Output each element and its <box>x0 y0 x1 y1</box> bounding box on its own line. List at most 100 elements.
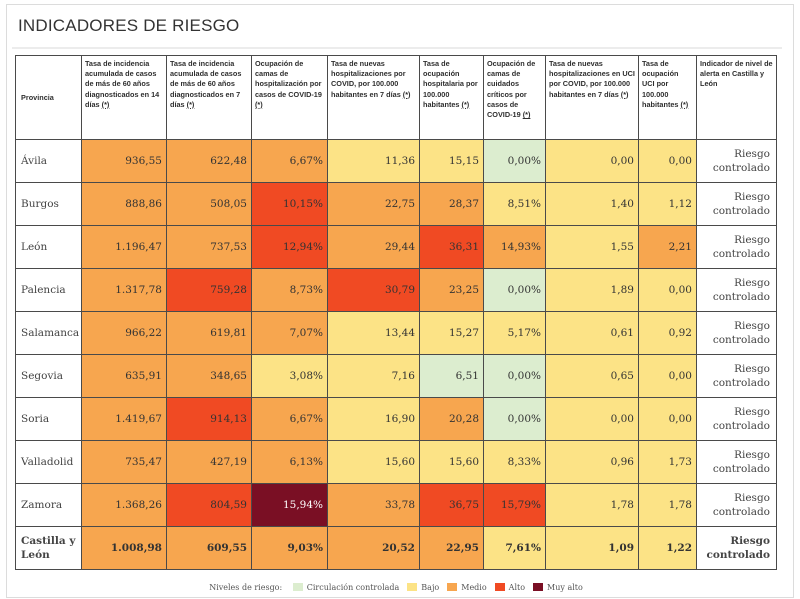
indicator-cell: 1,73 <box>638 440 697 484</box>
indicator-cell: 15,60 <box>419 440 484 484</box>
indicator-cell: 2,21 <box>638 225 697 269</box>
risk-legend: Niveles de riesgo: Circulación controlad… <box>0 583 800 592</box>
indicator-cell: 1.368,26 <box>81 483 167 527</box>
indicator-cell: 914,13 <box>166 397 252 441</box>
alert-level-cell: Riesgo controlado <box>696 182 777 226</box>
provincia-cell: Palencia <box>15 268 82 312</box>
page-title: INDICADORES DE RIESGO <box>18 16 240 35</box>
info-link[interactable]: (*) <box>402 89 411 99</box>
provincia-cell: Ávila <box>15 139 82 183</box>
indicator-cell: 1,89 <box>545 268 639 312</box>
indicator-cell: 1,09 <box>545 526 639 570</box>
table-row: León 1.196,47 737,53 12,94% 29,44 36,31 14,93%… <box>15 225 777 269</box>
indicator-cell: 508,05 <box>166 182 252 226</box>
alert-level-cell: Riesgo controlado <box>696 440 777 484</box>
info-link[interactable]: (*) <box>522 110 531 120</box>
indicator-cell: 15,15 <box>419 139 484 183</box>
provincia-cell: Burgos <box>15 182 82 226</box>
indicator-cell: 6,67% <box>251 139 328 183</box>
indicator-cell: 6,67% <box>251 397 328 441</box>
alert-level-cell: Riesgo controlado <box>696 139 777 183</box>
legend-title: Niveles de riesgo: <box>209 583 283 592</box>
risk-indicators-table: Provincia Tasa de incidencia acumulada d… <box>15 55 777 570</box>
provincia-cell: Valladolid <box>15 440 82 484</box>
legend-item: Medio <box>447 583 487 592</box>
indicator-cell: 635,91 <box>81 354 167 398</box>
provincia-cell: León <box>15 225 82 269</box>
indicator-cell: 0,96 <box>545 440 639 484</box>
info-link[interactable]: (*) <box>186 99 195 109</box>
indicator-cell: 14,93% <box>483 225 546 269</box>
indicator-cell: 0,00% <box>483 397 546 441</box>
indicator-cell: 29,44 <box>327 225 420 269</box>
indicator-cell: 13,44 <box>327 311 420 355</box>
table-header-row: Provincia Tasa de incidencia acumulada d… <box>15 55 777 140</box>
indicator-cell: 10,15% <box>251 182 328 226</box>
indicator-cell: 622,48 <box>166 139 252 183</box>
indicator-cell: 0,00 <box>545 139 639 183</box>
table-row: Ávila 936,55 622,48 6,67% 11,36 15,15 0,00% 0,0… <box>15 139 777 183</box>
legend-label: Medio <box>461 583 487 592</box>
indicator-cell: 0,00 <box>638 397 697 441</box>
header-incidencia-7-dias: Tasa de incidencia acumulada de casos de… <box>166 55 252 140</box>
header-nuevas-hospitalizaciones: Tasa de nuevas hospitalizaciones por COV… <box>327 55 420 140</box>
indicator-cell: 619,81 <box>166 311 252 355</box>
indicator-cell: 15,60 <box>327 440 420 484</box>
legend-swatch <box>292 583 303 591</box>
table-row: Segovia 635,91 348,65 3,08% 7,16 6,51 0,00% 0,6… <box>15 354 777 398</box>
indicator-cell: 15,27 <box>419 311 484 355</box>
provincia-cell: Zamora <box>15 483 82 527</box>
alert-level-cell: Riesgo controlado <box>696 268 777 312</box>
indicator-cell: 1,22 <box>638 526 697 570</box>
indicator-cell: 9,03% <box>251 526 328 570</box>
indicator-cell: 30,79 <box>327 268 420 312</box>
info-link[interactable]: (*) <box>461 99 470 109</box>
legend-swatch <box>447 583 458 591</box>
indicator-cell: 0,00 <box>638 268 697 312</box>
alert-level-cell: Riesgo controlado <box>696 225 777 269</box>
indicator-cell: 22,95 <box>419 526 484 570</box>
title-divider <box>12 47 782 49</box>
indicator-cell: 0,00% <box>483 354 546 398</box>
info-link[interactable]: (*) <box>101 99 110 109</box>
indicator-cell: 8,73% <box>251 268 328 312</box>
indicator-cell: 0,92 <box>638 311 697 355</box>
legend-label: Muy alto <box>547 583 583 592</box>
legend-item: Alto <box>494 583 525 592</box>
table-row-total: Castilla y León 1.008,98 609,55 9,03% 20,52 2… <box>15 526 777 570</box>
header-cuidados-criticos: Ocupación de camas de cuidados críticos … <box>483 55 546 140</box>
indicator-cell: 966,22 <box>81 311 167 355</box>
alert-level-cell: Riesgo controlado <box>696 397 777 441</box>
indicator-cell: 759,28 <box>166 268 252 312</box>
info-link[interactable]: (*) <box>680 99 689 109</box>
indicator-cell: 1,40 <box>545 182 639 226</box>
indicator-cell: 7,16 <box>327 354 420 398</box>
indicator-cell: 8,33% <box>483 440 546 484</box>
indicator-cell: 15,79% <box>483 483 546 527</box>
alert-level-cell: Riesgo controlado <box>696 354 777 398</box>
indicator-cell: 1,78 <box>638 483 697 527</box>
indicator-cell: 28,37 <box>419 182 484 226</box>
table-row: Burgos 888,86 508,05 10,15% 22,75 28,37 8,51% 1… <box>15 182 777 226</box>
indicator-cell: 23,25 <box>419 268 484 312</box>
info-link[interactable]: (*) <box>255 99 263 109</box>
indicator-cell: 735,47 <box>81 440 167 484</box>
indicator-cell: 33,78 <box>327 483 420 527</box>
indicator-cell: 15,94% <box>251 483 328 527</box>
legend-label: Bajo <box>421 583 440 592</box>
legend-item: Bajo <box>407 583 439 592</box>
indicator-cell: 7,61% <box>483 526 546 570</box>
indicator-cell: 36,31 <box>419 225 484 269</box>
indicator-cell: 22,75 <box>327 182 420 226</box>
info-link[interactable]: (*) <box>620 89 629 99</box>
indicator-cell: 936,55 <box>81 139 167 183</box>
indicator-cell: 348,65 <box>166 354 252 398</box>
alert-level-cell: Riesgo controlado <box>696 483 777 527</box>
indicator-cell: 1,12 <box>638 182 697 226</box>
indicator-cell: 0,00% <box>483 268 546 312</box>
legend-item: Muy alto <box>533 583 583 592</box>
indicator-cell: 7,07% <box>251 311 328 355</box>
indicator-cell: 427,19 <box>166 440 252 484</box>
indicator-cell: 1.317,78 <box>81 268 167 312</box>
provincia-cell: Segovia <box>15 354 82 398</box>
